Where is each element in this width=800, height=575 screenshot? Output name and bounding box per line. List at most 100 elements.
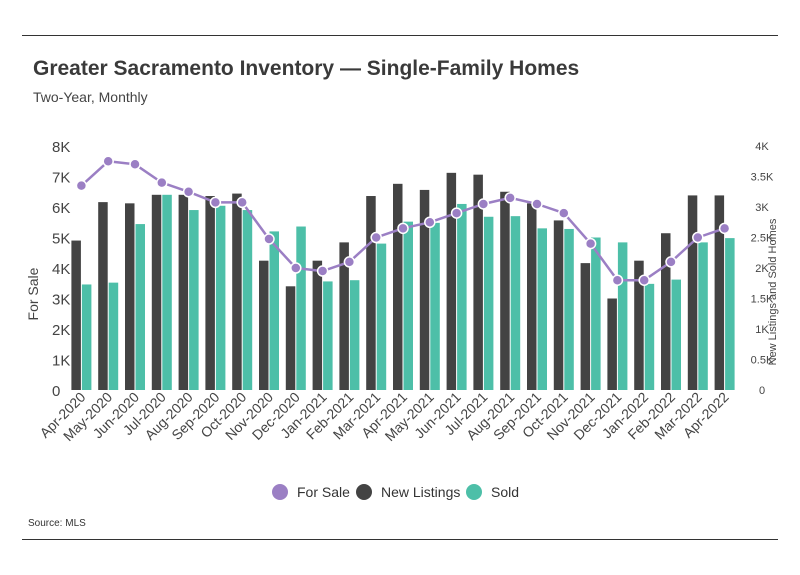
bar-sold: [564, 228, 574, 390]
bar-new-listings: [125, 203, 135, 390]
bar-new-listings: [634, 260, 644, 390]
point-for-sale: [182, 186, 195, 198]
right-axis-tick-label: 1K: [755, 324, 769, 336]
bar-sold: [510, 216, 521, 390]
bar-sold: [617, 242, 628, 390]
chart-title: Greater Sacramento Inventory — Single-Fa…: [33, 57, 580, 80]
point-for-sale: [316, 265, 329, 277]
bar-new-listings: [232, 193, 242, 390]
bar-new-listings: [98, 202, 108, 390]
point-for-sale: [290, 262, 302, 274]
right-axis-title: New Listings and Sold Homes: [767, 218, 779, 365]
bar-new-listings: [473, 174, 483, 390]
bottom-rule: [22, 539, 778, 540]
point-for-sale: [558, 207, 570, 219]
bar-sold: [483, 216, 494, 390]
source-note: Source: MLS: [28, 518, 86, 529]
bar-sold: [376, 243, 387, 390]
bar-sold: [644, 283, 655, 390]
line-for-sale: [80, 160, 726, 282]
bar-new-listings: [687, 195, 698, 390]
point-for-sale: [343, 256, 356, 268]
bar-sold: [537, 228, 547, 390]
legend-marker: [356, 484, 372, 500]
bar-sold: [403, 221, 413, 390]
point-for-sale: [370, 231, 382, 244]
left-axis-tick-label: 1K: [52, 353, 70, 370]
point-for-sale: [477, 198, 490, 210]
bar-new-listings: [419, 189, 430, 390]
point-for-sale: [718, 222, 731, 235]
legend-marker: [272, 484, 288, 500]
point-for-sale: [102, 155, 114, 167]
right-axis-tick-label: 0: [759, 385, 765, 397]
bar-sold: [457, 203, 467, 390]
top-rule: [22, 35, 778, 36]
chart-subtitle: Two-Year, Monthly: [33, 89, 148, 105]
bar-sold: [215, 205, 226, 390]
point-for-sale: [129, 158, 141, 171]
bar-new-listings: [151, 194, 162, 390]
bar-new-listings: [527, 203, 537, 390]
right-axis-tick-label: 4K: [755, 141, 769, 153]
point-for-sale: [450, 207, 463, 219]
bar-new-listings: [339, 242, 349, 390]
right-axis-tick-label: 1.5K: [751, 294, 774, 306]
bar-new-listings: [366, 196, 376, 390]
left-axis-tick-label: 7K: [52, 170, 70, 187]
point-for-sale: [638, 274, 650, 286]
bar-sold: [725, 238, 735, 390]
left-axis-tick-label: 8K: [52, 139, 70, 156]
bar-sold: [269, 231, 279, 390]
point-for-sale: [397, 222, 409, 235]
left-axis-title: For Sale: [25, 267, 41, 320]
bar-sold: [135, 224, 145, 390]
bar-new-listings: [312, 260, 323, 390]
bar-sold: [671, 279, 681, 390]
bar-sold: [430, 222, 440, 390]
point-for-sale: [584, 237, 597, 250]
right-axis-tick-label: 2K: [755, 263, 769, 275]
bar-new-listings: [71, 240, 81, 390]
bar-new-listings: [500, 191, 510, 390]
bar-sold: [591, 237, 601, 390]
bar-sold: [349, 280, 360, 390]
right-axis-tick-label: 3K: [755, 202, 769, 214]
point-for-sale: [692, 231, 704, 244]
bar-sold: [162, 194, 172, 390]
bar-sold: [81, 284, 92, 390]
point-for-sale: [263, 233, 275, 245]
left-axis-tick-label: 2K: [52, 322, 70, 339]
right-axis-tick-label: 0.5K: [751, 355, 774, 367]
bar-new-listings: [259, 260, 269, 390]
point-for-sale: [209, 196, 222, 209]
left-axis-tick-label: 6K: [52, 200, 70, 217]
left-axis-tick-label: 3K: [52, 292, 70, 309]
point-for-sale: [236, 196, 248, 209]
point-for-sale: [531, 198, 543, 210]
point-for-sale: [665, 256, 677, 268]
legend-label: New Listings: [381, 484, 460, 500]
bar-new-listings: [285, 286, 296, 390]
bar-sold: [323, 281, 333, 390]
bar-new-listings: [580, 263, 591, 390]
point-for-sale: [424, 216, 436, 228]
bar-new-listings: [714, 195, 725, 390]
point-for-sale: [156, 176, 168, 189]
bar-sold: [242, 210, 253, 390]
legend-label: Sold: [491, 484, 519, 500]
bar-new-listings: [661, 233, 671, 390]
bar-new-listings: [178, 194, 189, 390]
legend-label: For Sale: [297, 484, 350, 500]
point-for-sale: [504, 192, 516, 204]
bar-sold: [189, 210, 199, 390]
right-axis-tick-label: 2.5K: [751, 233, 774, 245]
left-axis-tick-label: 0: [52, 383, 60, 400]
legend-marker: [466, 484, 482, 500]
point-for-sale: [611, 274, 624, 286]
point-for-sale: [75, 179, 88, 192]
left-axis-tick-label: 4K: [52, 261, 70, 278]
bar-new-listings: [205, 196, 215, 390]
bar-sold: [108, 282, 119, 390]
